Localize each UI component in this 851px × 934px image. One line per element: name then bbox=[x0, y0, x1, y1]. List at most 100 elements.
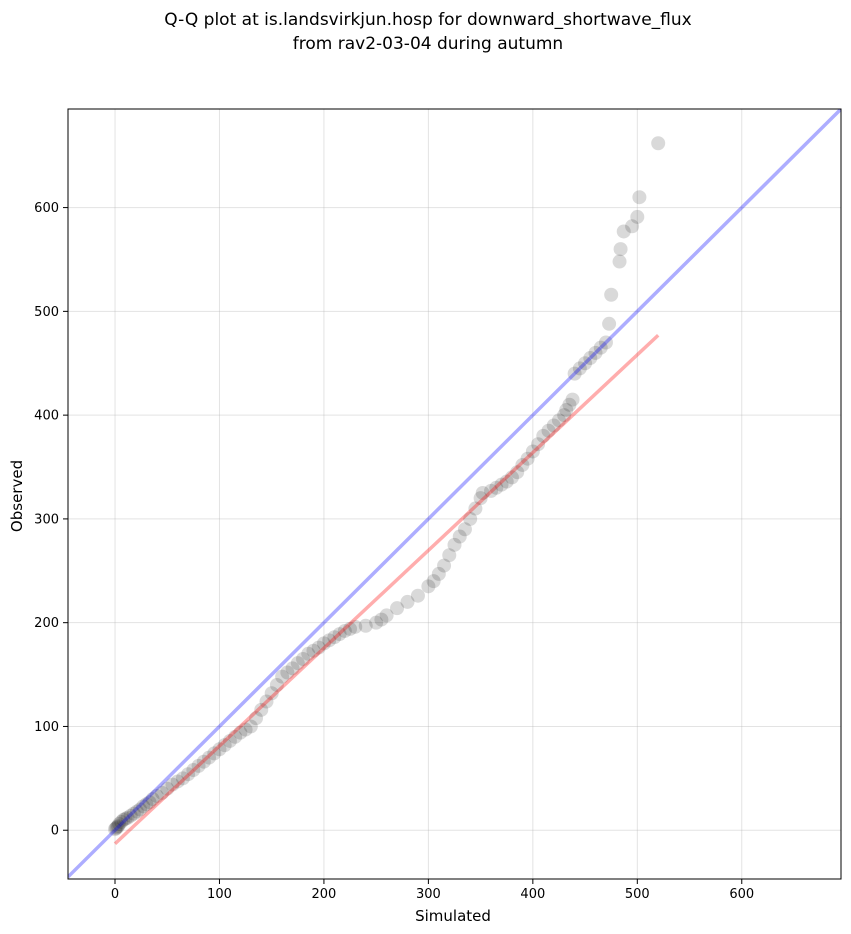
y-tick-label: 0 bbox=[51, 824, 59, 839]
qq-point bbox=[191, 758, 206, 773]
qq-point bbox=[160, 781, 175, 796]
y-tick-label: 600 bbox=[34, 201, 59, 216]
qq-point bbox=[301, 646, 316, 661]
qq-point bbox=[578, 356, 593, 371]
qq-point bbox=[311, 640, 326, 655]
qq-point bbox=[212, 742, 227, 757]
qq-point bbox=[222, 733, 237, 748]
qq-point bbox=[598, 335, 613, 350]
qq-point bbox=[593, 340, 608, 355]
qq-point bbox=[133, 802, 148, 817]
qq-point bbox=[565, 392, 580, 407]
qq-point bbox=[484, 483, 499, 498]
qq-point bbox=[322, 633, 337, 648]
qq-point bbox=[175, 771, 190, 786]
qq-point bbox=[358, 618, 373, 633]
qq-point bbox=[290, 656, 305, 671]
qq-point bbox=[233, 725, 248, 740]
qq-point bbox=[327, 630, 342, 645]
x-axis-label: Simulated bbox=[415, 907, 491, 925]
qq-point bbox=[296, 652, 311, 666]
qq-point bbox=[567, 366, 582, 381]
qq-point bbox=[207, 746, 222, 761]
qq-point bbox=[332, 627, 347, 642]
qq-point bbox=[259, 694, 274, 709]
grid-layer bbox=[68, 109, 841, 879]
qq-point bbox=[390, 601, 405, 616]
qq-point bbox=[217, 738, 232, 753]
qq-point bbox=[525, 444, 540, 459]
qq-point bbox=[145, 792, 160, 807]
qq-point bbox=[431, 566, 446, 581]
y-axis-label: Observed bbox=[8, 460, 26, 532]
qq-point bbox=[475, 485, 490, 500]
qq-point bbox=[602, 316, 617, 331]
qq-point bbox=[630, 209, 645, 224]
qq-point bbox=[442, 548, 457, 563]
qq-point bbox=[541, 423, 556, 438]
x-tick-label: 200 bbox=[312, 887, 337, 902]
qq-point bbox=[126, 806, 141, 821]
y-tick-label: 200 bbox=[34, 616, 59, 631]
x-tick-label: 0 bbox=[111, 887, 119, 902]
plot-frame bbox=[67, 108, 842, 880]
y-tick-label: 400 bbox=[34, 409, 59, 424]
qq-point bbox=[142, 795, 157, 810]
qq-point bbox=[426, 574, 441, 589]
identity-line bbox=[68, 109, 841, 879]
qq-point bbox=[316, 636, 331, 651]
qq-point bbox=[588, 345, 603, 360]
qq-point bbox=[447, 537, 462, 552]
qq-point bbox=[136, 799, 151, 814]
qq-point bbox=[616, 224, 631, 239]
qq-point bbox=[112, 817, 127, 831]
qq-point bbox=[108, 822, 123, 837]
y-tick-label: 300 bbox=[34, 512, 59, 527]
qq-point bbox=[651, 136, 666, 151]
qq-point bbox=[110, 820, 125, 835]
qq-point bbox=[604, 287, 619, 302]
qq-point bbox=[269, 677, 284, 692]
qq-point bbox=[343, 621, 358, 636]
qq-point bbox=[120, 810, 135, 825]
qq-point bbox=[410, 588, 425, 603]
qq-point bbox=[457, 522, 472, 537]
qq-point bbox=[613, 242, 628, 257]
qq-point bbox=[583, 351, 598, 366]
qq-point bbox=[421, 579, 436, 594]
qq-point bbox=[186, 763, 201, 778]
qq-point bbox=[243, 719, 258, 734]
qq-point bbox=[114, 814, 129, 829]
qq-point bbox=[139, 797, 154, 812]
qq-point bbox=[202, 750, 217, 765]
qq-point bbox=[531, 437, 546, 452]
qq-point bbox=[625, 219, 640, 234]
x-tick-label: 400 bbox=[520, 887, 545, 902]
qq-point bbox=[504, 470, 519, 485]
qq-point bbox=[559, 402, 574, 417]
y-tick-label: 100 bbox=[34, 720, 59, 735]
qq-point bbox=[463, 511, 478, 526]
qq-point bbox=[536, 428, 551, 443]
qq-point bbox=[118, 811, 133, 826]
qq-point bbox=[551, 413, 566, 428]
chart-title-line-1: Q-Q plot at is.landsvirkjun.hosp for dow… bbox=[164, 10, 691, 30]
qq-point bbox=[116, 812, 131, 827]
qq-point bbox=[510, 465, 525, 480]
x-tick-label: 300 bbox=[416, 887, 441, 902]
qq-point bbox=[379, 608, 394, 623]
qq-point bbox=[264, 686, 279, 701]
plot-area bbox=[68, 109, 841, 879]
qq-point bbox=[111, 819, 126, 834]
qq-point bbox=[306, 643, 321, 658]
qq-point bbox=[515, 457, 530, 472]
lines-layer bbox=[68, 109, 841, 879]
qq-point bbox=[499, 474, 514, 489]
qq-point bbox=[468, 501, 483, 516]
qq-point bbox=[520, 451, 535, 466]
qq-point bbox=[275, 669, 290, 684]
y-tick-label: 500 bbox=[34, 305, 59, 320]
qq-point bbox=[473, 491, 488, 506]
qq-point bbox=[285, 661, 300, 676]
